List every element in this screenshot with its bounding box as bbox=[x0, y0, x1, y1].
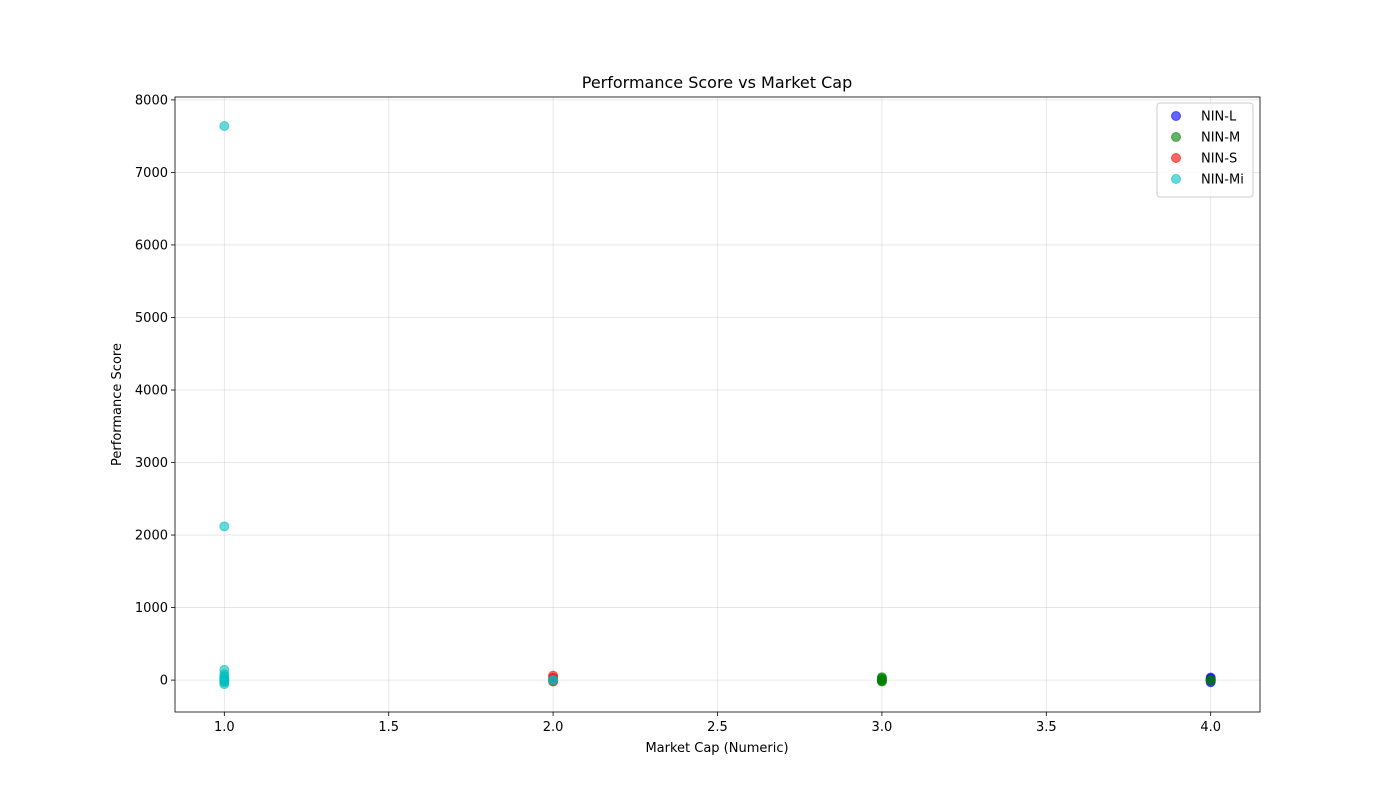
y-tick-label: 0 bbox=[160, 674, 168, 689]
data-point bbox=[219, 679, 230, 690]
legend-marker bbox=[1171, 111, 1181, 121]
data-point bbox=[876, 676, 887, 687]
y-tick-label: 8000 bbox=[135, 93, 168, 108]
data-point bbox=[219, 121, 230, 132]
series-nin-m bbox=[876, 672, 1216, 687]
x-tick-label: 3.0 bbox=[872, 720, 893, 735]
legend-item: NIN-L bbox=[1171, 110, 1237, 125]
chart-title: Performance Score vs Market Cap bbox=[582, 73, 852, 92]
x-axis-ticks: 1.0 1.5 2.0 2.5 3.0 3.5 4.0 bbox=[214, 712, 1221, 735]
grid-lines bbox=[175, 97, 1260, 712]
legend-marker bbox=[1171, 174, 1181, 184]
y-tick-label: 2000 bbox=[135, 529, 168, 544]
legend-box bbox=[1156, 102, 1254, 198]
legend-item: NIN-S bbox=[1171, 152, 1237, 167]
y-tick-label: 6000 bbox=[135, 238, 168, 253]
data-point bbox=[1205, 675, 1216, 686]
y-tick-label: 5000 bbox=[135, 311, 168, 326]
series-nin-mi bbox=[219, 121, 559, 690]
legend-marker bbox=[1171, 153, 1181, 163]
x-tick-label: 3.5 bbox=[1036, 720, 1057, 735]
data-points bbox=[219, 121, 1216, 690]
x-axis-label: Market Cap (Numeric) bbox=[645, 741, 788, 756]
legend: NIN-L NIN-M NIN-S NIN-Mi bbox=[1156, 102, 1254, 198]
legend-marker bbox=[1171, 132, 1181, 142]
legend-label: NIN-L bbox=[1201, 110, 1237, 125]
y-axis-label: Performance Score bbox=[110, 343, 125, 466]
y-tick-label: 4000 bbox=[135, 383, 168, 398]
legend-item: NIN-M bbox=[1171, 131, 1240, 146]
y-tick-label: 1000 bbox=[135, 601, 168, 616]
x-tick-label: 2.0 bbox=[543, 720, 564, 735]
x-tick-label: 4.0 bbox=[1200, 720, 1221, 735]
x-tick-label: 2.5 bbox=[707, 720, 728, 735]
legend-item: NIN-Mi bbox=[1171, 173, 1244, 188]
legend-label: NIN-M bbox=[1201, 131, 1240, 146]
data-point bbox=[548, 675, 559, 686]
y-tick-label: 3000 bbox=[135, 456, 168, 471]
x-tick-label: 1.0 bbox=[214, 720, 235, 735]
y-axis-ticks: 0 1000 2000 3000 4000 5000 6000 7000 8000 bbox=[135, 93, 175, 689]
data-point bbox=[219, 521, 230, 532]
x-tick-label: 1.5 bbox=[378, 720, 399, 735]
legend-label: NIN-Mi bbox=[1201, 173, 1244, 188]
y-tick-label: 7000 bbox=[135, 166, 168, 181]
legend-label: NIN-S bbox=[1201, 152, 1237, 167]
